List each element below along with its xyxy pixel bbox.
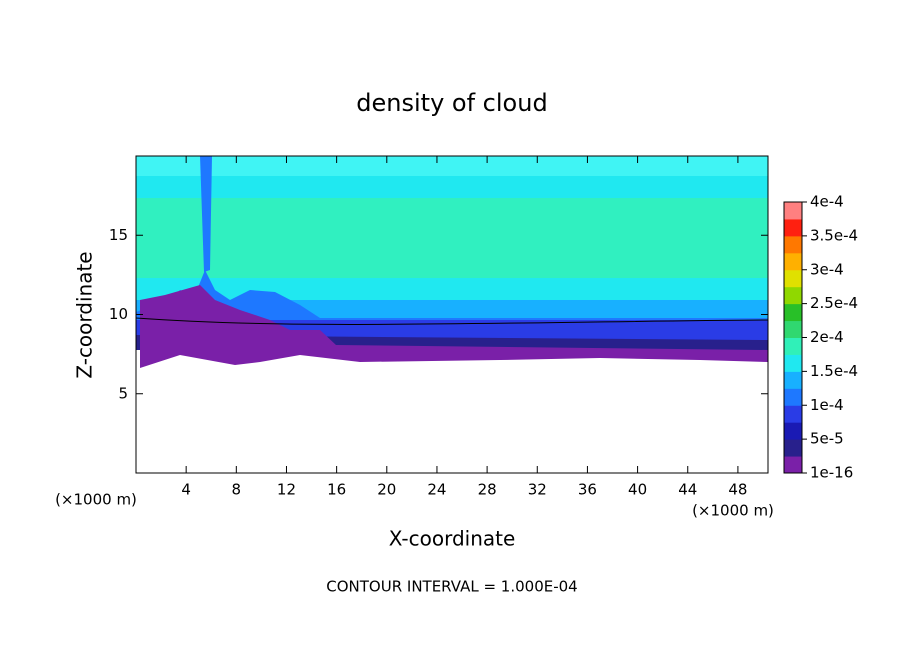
- colorbar-band: [784, 218, 802, 237]
- colorbar-band: [784, 337, 802, 355]
- colorbar-band: [784, 235, 802, 254]
- x-axis-label: X-coordinate: [389, 527, 516, 551]
- colorbar-band: [784, 422, 802, 440]
- colorbar-tick-label: 2.5e-4: [810, 294, 858, 312]
- x-tick-label: 32: [528, 481, 547, 499]
- colorbar-tick-label: 1e-16: [810, 464, 853, 482]
- x-tick-label: 36: [578, 481, 597, 499]
- colorbar-band: [784, 320, 802, 338]
- colorbar-tick-label: 5e-5: [810, 430, 844, 448]
- colorbar-tick-label: 3.5e-4: [810, 226, 858, 244]
- contour-field: [135, 156, 769, 368]
- colorbar-tick-label: 2e-4: [810, 328, 844, 346]
- x-tick-label: 12: [277, 481, 296, 499]
- colorbar-band: [784, 286, 802, 305]
- y-tick-label: 5: [118, 384, 128, 402]
- colorbar-tick-label: 1.5e-4: [810, 362, 858, 380]
- x-tick-label: 40: [628, 481, 647, 499]
- colorbar-tick-label: 4e-4: [810, 193, 844, 211]
- colorbar-band: [784, 456, 802, 474]
- x-tick-label: 24: [427, 481, 446, 499]
- colorbar-band: [784, 405, 802, 423]
- colorbar-tick-label: 3e-4: [810, 260, 844, 278]
- contour-note: CONTOUR INTERVAL = 1.000E-04: [326, 578, 577, 596]
- colorbar-band: [784, 252, 802, 271]
- x-tick-label: 44: [678, 481, 697, 499]
- x-tick-label: 28: [478, 481, 497, 499]
- colorbar-band: [784, 439, 802, 457]
- colorbar-band: [784, 388, 802, 406]
- colorbar-band: [784, 269, 802, 288]
- x-unit-label: (×1000 m): [692, 502, 774, 520]
- y-tick-label: 10: [109, 305, 128, 323]
- x-unit-label: (×1000 m): [55, 491, 137, 509]
- x-tick-label: 8: [232, 481, 242, 499]
- colorbar-band: [784, 303, 802, 322]
- y-axis-label: Z-coordinate: [73, 251, 97, 378]
- x-tick-label: 16: [327, 481, 346, 499]
- colorbar-band: [784, 354, 802, 372]
- chart-title: density of cloud: [356, 89, 547, 117]
- colorbar-band: [784, 202, 802, 220]
- y-tick-label: 15: [109, 226, 128, 244]
- colorbar-tick-label: 1e-4: [810, 396, 844, 414]
- x-tick-label: 4: [181, 481, 191, 499]
- colorbar-band: [784, 371, 802, 389]
- x-tick-label: 20: [377, 481, 396, 499]
- x-tick-label: 48: [728, 481, 747, 499]
